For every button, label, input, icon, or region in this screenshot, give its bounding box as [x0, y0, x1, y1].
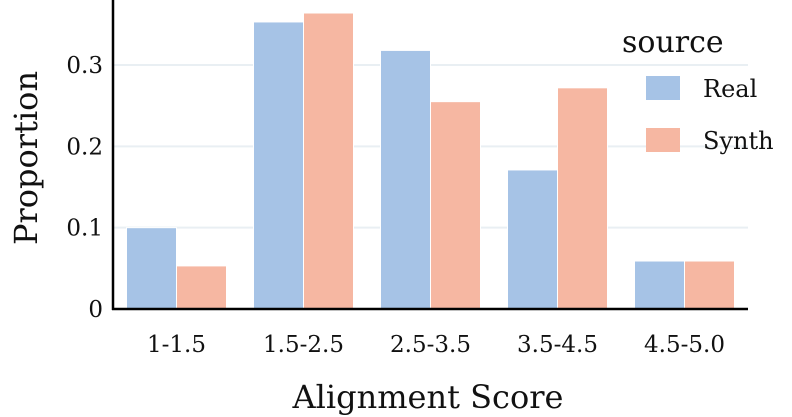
bar-synth [176, 265, 227, 310]
legend-label-synth: Synth [703, 127, 774, 155]
x-tick-label: 4.5-5.0 [644, 332, 725, 358]
y-ticks: 0 0.1 0.2 0.3 [66, 53, 103, 323]
x-tick-label: 1.5-2.5 [263, 332, 344, 358]
bar-real [126, 227, 177, 310]
x-axis-title: Alignment Score [292, 378, 564, 416]
bar-real [634, 260, 685, 310]
legend-title: source [622, 25, 724, 60]
bar-real [380, 49, 431, 310]
y-axis-title: Proportion [7, 71, 45, 245]
bar-synth [684, 260, 735, 310]
y-tick-label: 0.3 [66, 53, 103, 79]
bar-synth [303, 12, 354, 310]
axes [111, 0, 748, 311]
legend-label-real: Real [703, 75, 757, 103]
legend: source Real Synth [622, 25, 774, 155]
bar-synth [430, 101, 481, 310]
legend-swatch-real [646, 76, 680, 100]
y-tick-label: 0.2 [66, 134, 103, 160]
y-tick-label: 0 [88, 297, 103, 323]
x-tick-label: 2.5-3.5 [390, 332, 471, 358]
bar-real [253, 21, 304, 310]
x-tick-label: 3.5-4.5 [517, 332, 598, 358]
legend-swatch-synth [646, 128, 680, 152]
bar-real [507, 169, 558, 310]
bar-synth [557, 87, 608, 310]
y-tick-label: 0.1 [66, 216, 103, 242]
x-tick-label: 1-1.5 [147, 332, 206, 358]
x-ticks: 1-1.5 1.5-2.5 2.5-3.5 3.5-4.5 4.5-5.0 [147, 332, 725, 358]
bars [126, 12, 735, 310]
